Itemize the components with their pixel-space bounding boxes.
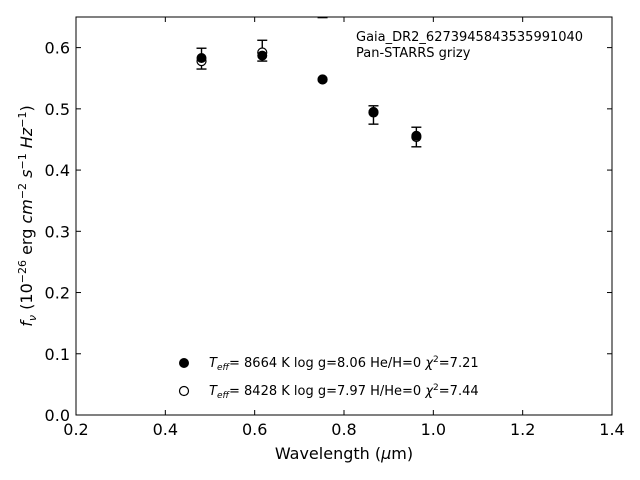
x-tick-label: 0.6 — [242, 420, 267, 439]
legend-entry-1: Teff= 8664 K log g=8.06 He/H=0 χ2=7.21 — [209, 355, 479, 373]
y-tick-label: 0.2 — [45, 284, 70, 303]
x-tick-label: 1.2 — [510, 420, 535, 439]
y-axis-ticks: 0.0 0.1 0.2 0.3 0.4 0.5 0.6 — [45, 39, 612, 425]
observed-errorbar — [317, 17, 328, 19]
legend-2-composition: H/He=0 — [370, 384, 421, 399]
y-tick-label: 0.4 — [45, 161, 70, 180]
annotation-survey: Pan-STARRS grizy — [356, 46, 471, 61]
x-axis-label: Wavelength (μm) — [275, 444, 413, 463]
y-tick-label: 0.0 — [45, 406, 70, 425]
y-tick-label: 0.5 — [45, 100, 70, 119]
annotation-star-name: Gaia_DR2_6273945843535991040 — [356, 30, 583, 45]
legend-1-chi2: =7.21 — [439, 356, 479, 371]
y-tick-label: 0.6 — [45, 39, 70, 58]
legend-1-teff: 8664 K — [244, 356, 290, 371]
annotation: Gaia_DR2_6273945843535991040 Pan-STARRS … — [356, 30, 583, 61]
legend-2-teff: 8428 K — [244, 384, 290, 399]
legend-1-composition: He/H=0 — [370, 356, 421, 371]
data-layer — [196, 17, 422, 148]
model-point-filled — [257, 50, 268, 61]
legend-1-logg: log g=8.06 — [294, 356, 366, 371]
x-tick-label: 1.4 — [599, 420, 624, 439]
legend-marker-open — [178, 385, 190, 397]
legend: Teff= 8664 K log g=8.06 He/H=0 χ2=7.21 T… — [178, 355, 479, 401]
y-axis-label: fν (10−26 erg cm−2 s−1 Hz−1) — [16, 105, 39, 326]
model-point-filled — [411, 130, 422, 141]
model-point-filled — [196, 53, 207, 64]
legend-entry-2: Teff= 8428 K log g=7.97 H/He=0 χ2=7.44 — [209, 383, 479, 401]
legend-2-chi2: =7.44 — [439, 384, 479, 399]
y-tick-label: 0.1 — [45, 345, 70, 364]
y-tick-label: 0.3 — [45, 222, 70, 241]
x-tick-label: 1.0 — [421, 420, 446, 439]
model-point-filled — [317, 74, 328, 85]
x-tick-label: 0.8 — [331, 420, 356, 439]
legend-2-logg: log g=7.97 — [294, 384, 366, 399]
x-tick-label: 0.2 — [63, 420, 88, 439]
x-tick-label: 0.4 — [153, 420, 178, 439]
x-axis-ticks: 0.2 0.4 0.6 0.8 1.0 1.2 1.4 — [63, 17, 625, 439]
model-point-filled — [368, 106, 379, 117]
legend-marker-filled — [179, 358, 189, 368]
